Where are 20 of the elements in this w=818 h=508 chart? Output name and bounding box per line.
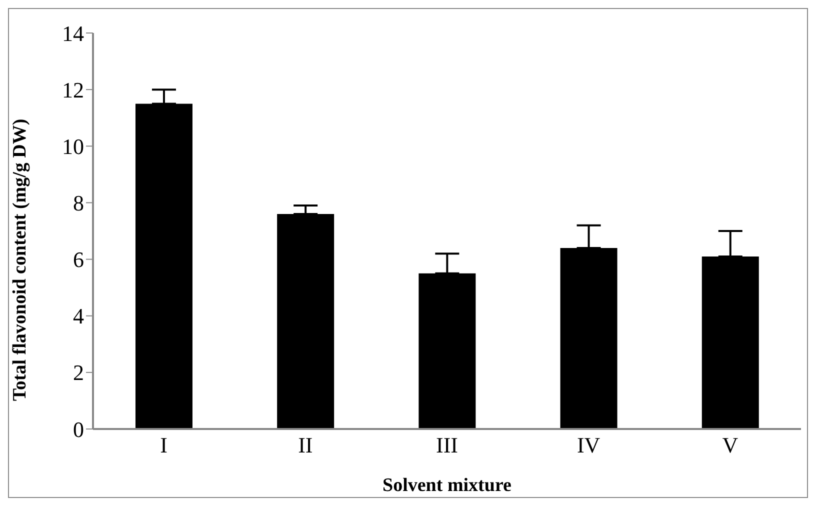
bar (135, 104, 192, 429)
x-tick-label: IV (576, 432, 600, 458)
x-tick-label: III (436, 432, 458, 458)
y-tick-label: 4 (73, 304, 84, 329)
x-tick-label: II (298, 432, 313, 458)
y-tick-label: 8 (73, 190, 84, 216)
y-tick-label: 6 (73, 247, 84, 272)
bar (560, 248, 618, 429)
x-axis-title: Solvent mixture (382, 475, 512, 496)
y-axis-title: Total flavonoid content (mg/g DW) (10, 118, 31, 401)
y-tick-label: 14 (62, 20, 84, 46)
bar (702, 256, 759, 429)
y-tick-label: 12 (62, 77, 84, 102)
x-tick-label: V (722, 432, 738, 458)
bar (277, 214, 334, 429)
bar (418, 273, 476, 429)
x-tick-label: I (160, 432, 168, 458)
y-tick-label: 0 (73, 416, 84, 442)
y-tick-label: 10 (62, 134, 84, 159)
y-tick-label: 2 (73, 360, 84, 386)
